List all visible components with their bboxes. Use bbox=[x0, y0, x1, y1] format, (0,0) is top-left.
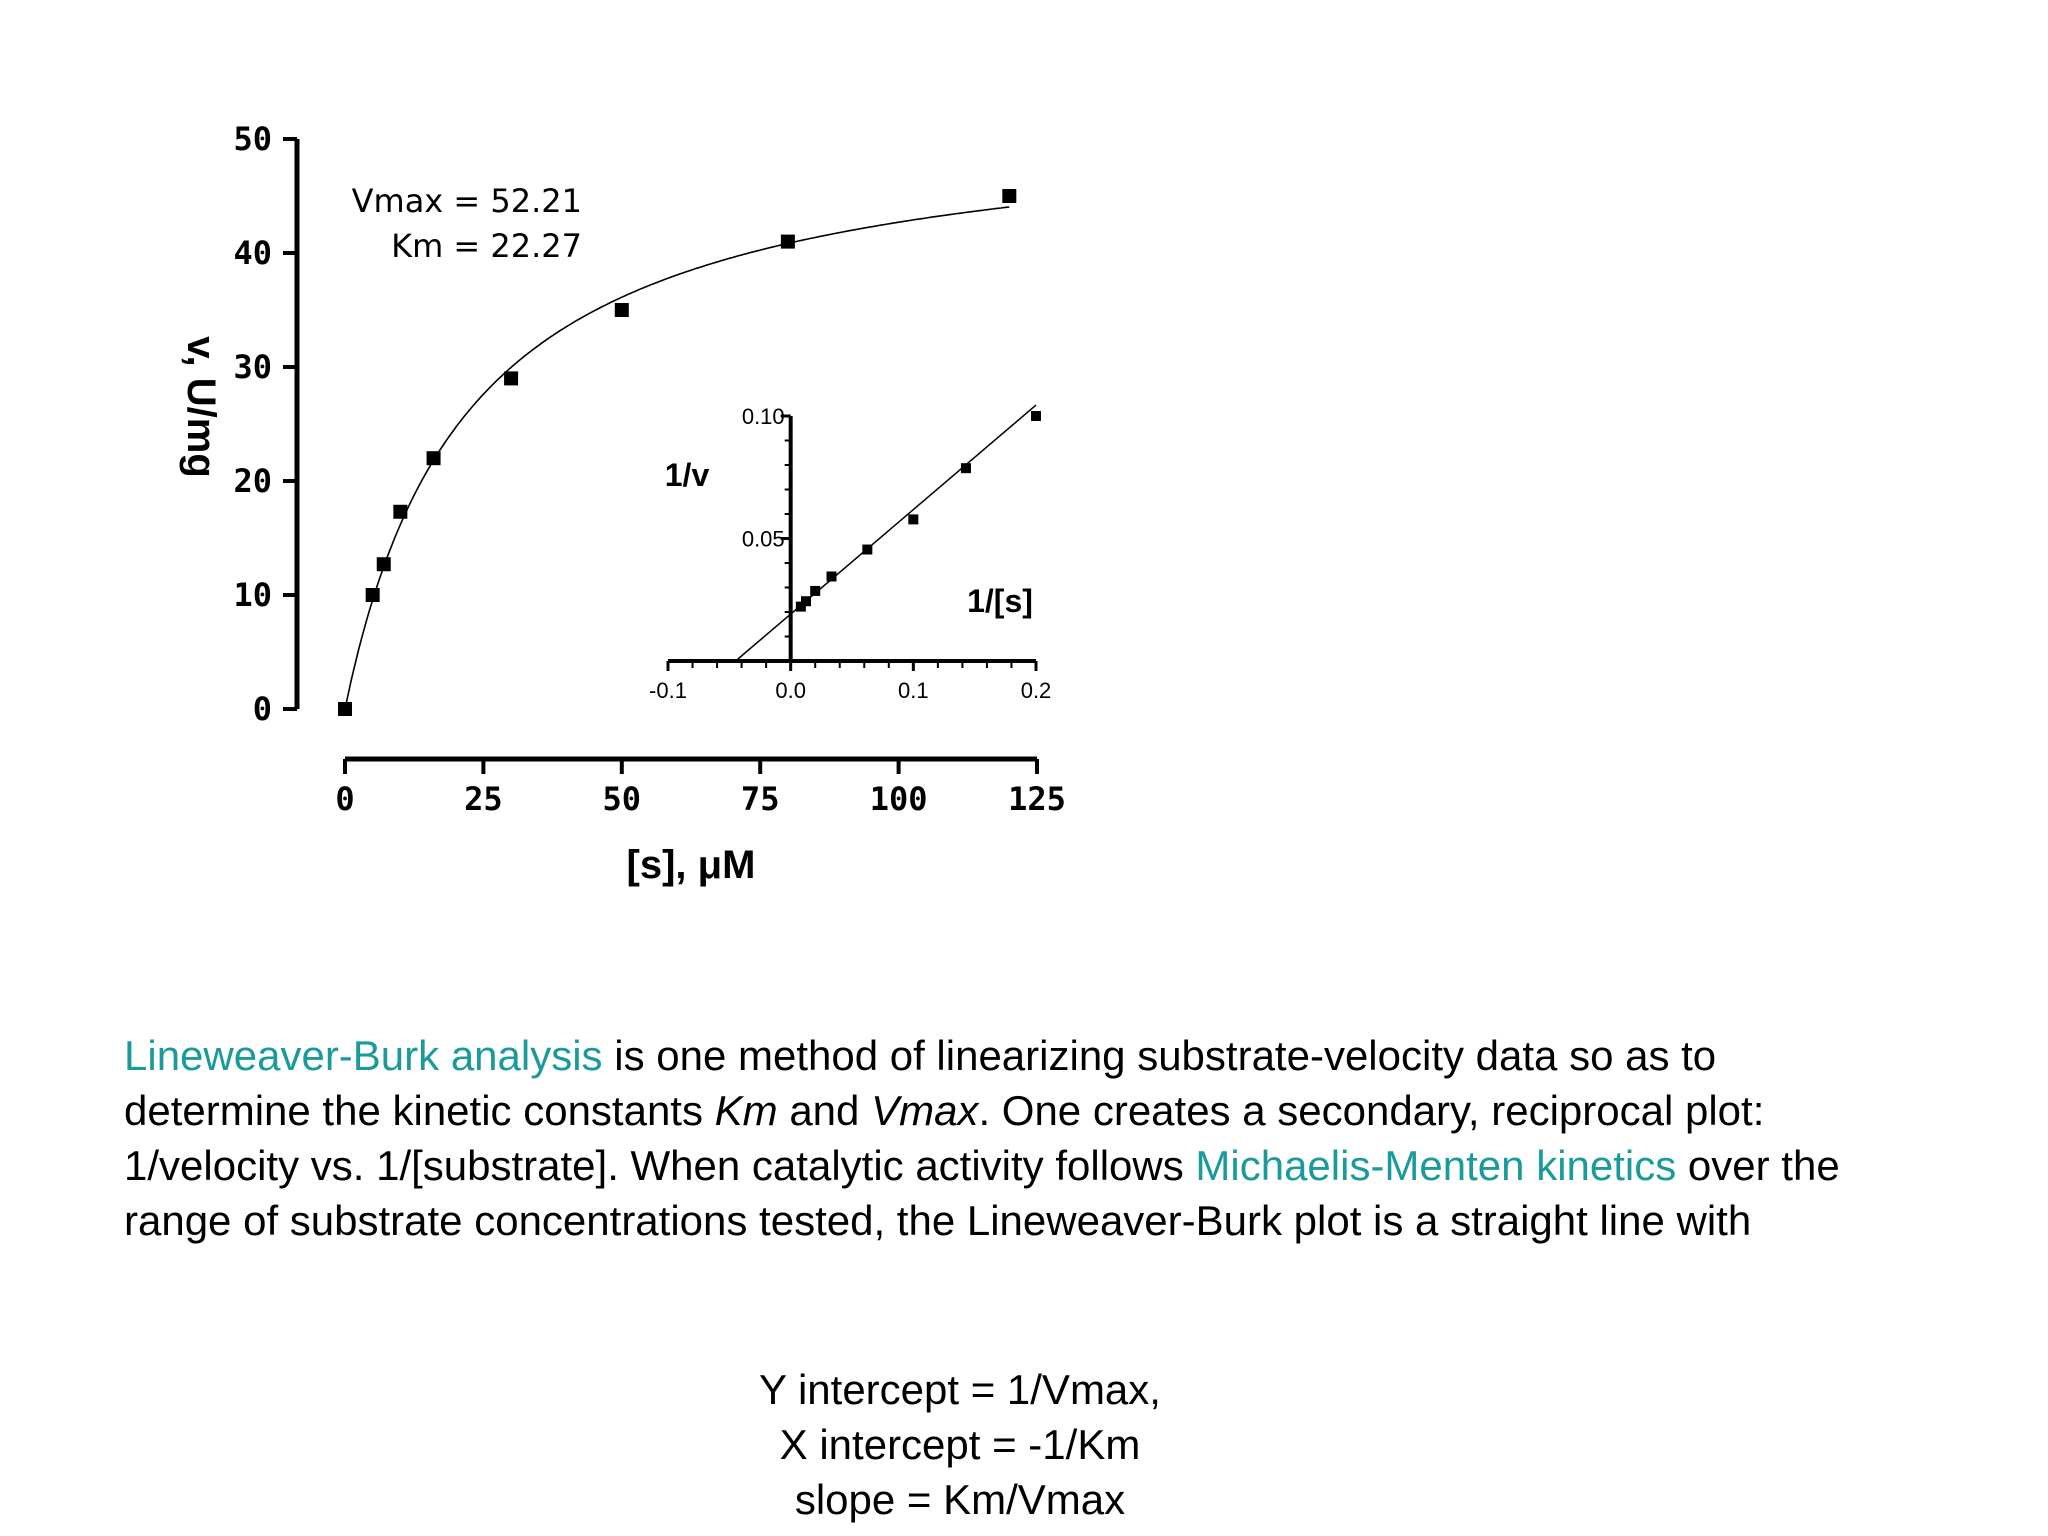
text-part-1: is one method of linearizing substrate-v… bbox=[124, 1032, 1717, 1134]
inset-x-tick-label: 0.2 bbox=[1021, 678, 1052, 703]
inset-data-point bbox=[862, 544, 873, 555]
data-point bbox=[504, 371, 519, 386]
data-point bbox=[338, 702, 352, 716]
michaelis-menten-link[interactable]: Michaelis-Menten kinetics bbox=[1195, 1142, 1677, 1189]
michaelis-menten-chart: 0 10 20 30 40 50 0 25 50 75 100 125 [s], μM v, U/mg Vm… bbox=[179, 120, 1066, 887]
main-plot: 0 10 20 30 40 50 0 25 50 75 100 125 [s], μM v, U/mg Vm… bbox=[179, 120, 1066, 887]
data-point bbox=[376, 557, 391, 572]
inset-data-point bbox=[810, 585, 821, 596]
inset-data-point bbox=[826, 571, 837, 582]
inset-lineweaver-burk-plot: -0.1 0.0 0.1 0.2 0.05 0.10 1/v 1/[s] bbox=[649, 404, 1051, 703]
vmax-annotation: Vmax = 52.21 bbox=[352, 182, 582, 220]
y-tick-label: 20 bbox=[233, 462, 272, 500]
x-axis-title: [s], μM bbox=[627, 843, 756, 887]
x-tick-label: 125 bbox=[1008, 780, 1066, 818]
y-tick-label: 40 bbox=[233, 234, 272, 272]
text-part-3: . One creates a secondary, reciprocal pl… bbox=[124, 1087, 1765, 1189]
x-tick-label: 25 bbox=[464, 780, 503, 818]
equation-slope: slope = Km/Vmax bbox=[794, 1476, 1126, 1523]
inset-data-point bbox=[795, 601, 806, 612]
inset-x-tick-label: 0.0 bbox=[775, 678, 806, 703]
y-tick-label: 50 bbox=[233, 120, 272, 158]
km-term: Km bbox=[714, 1087, 778, 1134]
data-point bbox=[614, 303, 629, 317]
y-tick-label: 30 bbox=[233, 348, 272, 386]
data-point bbox=[426, 451, 441, 466]
inset-x-tick-label: 0.1 bbox=[898, 678, 929, 703]
equation-y-intercept: Y intercept = 1/Vmax, bbox=[759, 1366, 1161, 1413]
text-part-2: and bbox=[777, 1087, 872, 1134]
data-point bbox=[365, 588, 380, 602]
y-tick-label: 10 bbox=[233, 576, 272, 614]
x-tick-label: 75 bbox=[741, 780, 780, 818]
data-point bbox=[393, 504, 408, 519]
km-annotation: Km = 22.27 bbox=[391, 227, 582, 265]
inset-data-point bbox=[1031, 411, 1041, 421]
inset-x-axis-title: 1/[s] bbox=[967, 583, 1033, 619]
lineweaver-burk-link[interactable]: Lineweaver-Burk analysis bbox=[124, 1032, 603, 1079]
description-paragraph: Lineweaver-Burk analysis is one method o… bbox=[124, 1028, 1884, 1248]
x-tick-label: 0 bbox=[335, 780, 354, 818]
inset-data-point bbox=[801, 596, 811, 607]
inset-y-axis-title: 1/v bbox=[665, 457, 710, 493]
text-part-4: over the range of substrate concentratio… bbox=[124, 1142, 1840, 1244]
y-axis-title: v, U/mg bbox=[179, 336, 223, 478]
equation-x-intercept: X intercept = -1/Km bbox=[779, 1421, 1141, 1468]
data-point bbox=[1002, 189, 1017, 203]
inset-x-tick-label: -0.1 bbox=[649, 678, 687, 703]
inset-linear-fit-line bbox=[735, 404, 1037, 662]
vmax-term: Vmax bbox=[871, 1087, 979, 1134]
inset-data-point bbox=[960, 463, 971, 474]
y-tick-label: 0 bbox=[253, 690, 272, 728]
michaelis-menten-fit-curve bbox=[344, 206, 1010, 710]
x-tick-label: 50 bbox=[603, 780, 642, 818]
equations-block: Y intercept = 1/Vmax, X intercept = -1/K… bbox=[700, 1362, 1220, 1527]
data-point bbox=[780, 234, 795, 249]
inset-data-point bbox=[908, 514, 919, 525]
x-tick-label: 100 bbox=[870, 780, 928, 818]
inset-y-tick-label: 0.10 bbox=[742, 404, 785, 429]
inset-y-tick-label: 0.05 bbox=[742, 527, 785, 552]
